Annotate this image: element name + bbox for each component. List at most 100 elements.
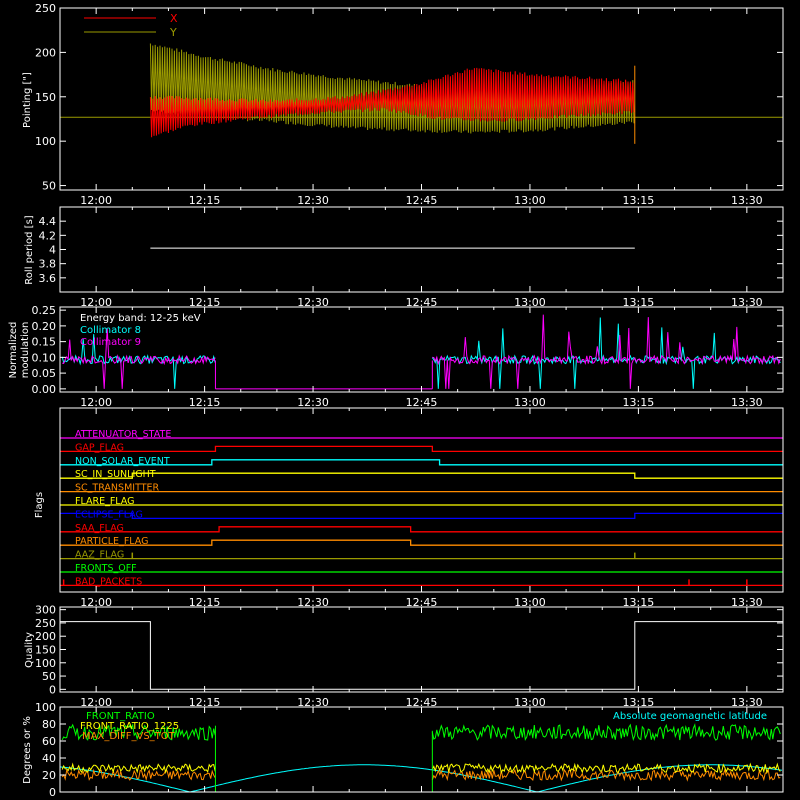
x-tick-label: 13:00 bbox=[514, 696, 546, 709]
x-tick-label: 13:30 bbox=[731, 396, 763, 409]
x-tick-label: 12:30 bbox=[297, 596, 329, 609]
modulation-ylabel-line2: modulation bbox=[20, 322, 31, 379]
x-tick-label: 12:15 bbox=[189, 596, 221, 609]
flag-label: FRONTS_OFF bbox=[75, 563, 137, 574]
series-collimator-9 bbox=[62, 314, 781, 389]
series-geomagnetic-latitude bbox=[59, 764, 783, 793]
flag-label: SC_TRANSMITTER bbox=[75, 483, 160, 494]
x-tick-label: 13:00 bbox=[514, 194, 546, 207]
y-tick-label: 0 bbox=[49, 683, 56, 696]
x-tick-label: 12:15 bbox=[189, 396, 221, 409]
x-tick-label: 12:15 bbox=[189, 194, 221, 207]
y-tick-label: 4.2 bbox=[39, 229, 57, 242]
x-tick-label: 12:15 bbox=[189, 296, 221, 309]
y-tick-label: 3.6 bbox=[39, 272, 57, 285]
flags-ylabel: Flags bbox=[34, 492, 45, 518]
quality-ylabel: Quality bbox=[24, 632, 35, 668]
x-tick-label: 12:45 bbox=[406, 396, 438, 409]
flag-label: SAA_FLAG bbox=[75, 523, 124, 534]
flag-label: AAZ_FLAG bbox=[75, 550, 124, 561]
roll-period-ylabel: Roll period [s] bbox=[24, 215, 35, 284]
y-tick-label: 0.15 bbox=[32, 336, 57, 349]
x-tick-label: 13:30 bbox=[731, 596, 763, 609]
x-tick-label: 13:30 bbox=[731, 696, 763, 709]
y-tick-label: 60 bbox=[42, 735, 56, 748]
panel-degrees: 0 20 40 60 80 100 FRONT_RATIO FRONT_RATIO_122… bbox=[22, 701, 784, 799]
quality-line bbox=[60, 621, 783, 690]
y-tick-label: 150 bbox=[35, 91, 56, 104]
legend-front-ratio-1225: FRONT_RATIO_1225 bbox=[80, 721, 179, 732]
y-tick-label: 0 bbox=[49, 786, 56, 799]
x-tick-label: 12:00 bbox=[80, 194, 112, 207]
panel-pointing: 12:00 12:15 12:30 12:45 13:00 13:15 13:30 50 100… bbox=[22, 2, 784, 207]
x-tick-label: 12:15 bbox=[189, 696, 221, 709]
flag-label: GAP_FLAG bbox=[75, 442, 124, 453]
energy-band-label: Energy band: 12-25 keV bbox=[80, 313, 201, 324]
panel-roll-period: 12:00 12:15 12:30 12:45 13:00 13:15 13:30 3.63.… bbox=[24, 206, 784, 309]
y-tick-label: 150 bbox=[35, 644, 56, 657]
x-tick-label: 13:15 bbox=[623, 296, 655, 309]
x-tick-label: 13:30 bbox=[731, 194, 763, 207]
x-tick-label: 12:30 bbox=[297, 396, 329, 409]
y-tick-label: 4 bbox=[49, 244, 56, 257]
y-tick-label: 3.8 bbox=[39, 258, 57, 271]
flag-label: PARTICLE_FLAG bbox=[75, 536, 148, 547]
y-tick-label: 0.00 bbox=[32, 383, 57, 396]
y-tick-label: 250 bbox=[35, 617, 56, 630]
legend-front-ratio: FRONT_RATIO bbox=[86, 711, 155, 722]
flag-line bbox=[60, 445, 783, 453]
flag-line bbox=[60, 512, 783, 520]
flag-line bbox=[60, 526, 783, 533]
flag-label: ATTENUATOR_STATE bbox=[75, 429, 171, 440]
flag-line bbox=[60, 459, 783, 466]
x-tick-label: 13:00 bbox=[514, 296, 546, 309]
y-tick-label: 0.05 bbox=[32, 367, 57, 380]
legend-y-label: Y bbox=[169, 26, 177, 39]
y-tick-label: 0.10 bbox=[32, 351, 57, 364]
y-tick-label: 4.4 bbox=[39, 215, 57, 228]
y-tick-label: 40 bbox=[42, 752, 56, 765]
legend-max-diff: MAX_DIFF_VS_TOT bbox=[82, 731, 176, 742]
flag-line bbox=[60, 539, 783, 546]
panel-quality: 12:00 12:15 12:30 12:45 13:00 13:15 13:30 05010… bbox=[24, 604, 784, 709]
x-tick-label: 12:00 bbox=[80, 296, 112, 309]
x-tick-label: 13:15 bbox=[623, 194, 655, 207]
x-tick-label: 13:30 bbox=[731, 296, 763, 309]
x-tick-label: 12:00 bbox=[80, 396, 112, 409]
x-tick-label: 12:30 bbox=[297, 194, 329, 207]
y-tick-label: 50 bbox=[42, 180, 56, 193]
flag-line bbox=[60, 472, 783, 479]
flag-label: SC_IN_SUNLIGHT bbox=[75, 469, 156, 480]
flag-label: BAD_PACKETS bbox=[75, 576, 142, 587]
series-x-pointing bbox=[149, 67, 635, 138]
y-tick-label: 200 bbox=[35, 630, 56, 643]
x-tick-label: 13:15 bbox=[623, 596, 655, 609]
x-tick-label: 12:00 bbox=[80, 596, 112, 609]
panel-flags: ATTENUATOR_STATE GAP_FLAG NON_SOLAR_EVENT S… bbox=[34, 407, 784, 609]
y-tick-label: 50 bbox=[42, 670, 56, 683]
x-tick-label: 12:45 bbox=[406, 596, 438, 609]
y-tick-label: 200 bbox=[35, 46, 56, 59]
y-tick-label: 80 bbox=[42, 718, 56, 731]
y-tick-label: 0.25 bbox=[32, 304, 57, 317]
x-tick-label: 12:30 bbox=[297, 296, 329, 309]
legend-collimator9: Collimator 9 bbox=[80, 337, 141, 348]
x-tick-label: 13:15 bbox=[623, 696, 655, 709]
x-tick-label: 12:45 bbox=[406, 296, 438, 309]
x-tick-label: 13:00 bbox=[514, 596, 546, 609]
series-front-ratio bbox=[61, 723, 781, 742]
x-tick-label: 12:45 bbox=[406, 696, 438, 709]
x-tick-label: 12:45 bbox=[406, 194, 438, 207]
flag-label: ECLIPSE_FLAG bbox=[75, 509, 143, 520]
series-front-ratio-1225 bbox=[61, 762, 781, 775]
geomagnetic-latitude-label: Absolute geomagnetic latitude bbox=[613, 711, 767, 722]
modulation-ylabel-line1: Normalized bbox=[8, 322, 19, 379]
y-tick-label: 20 bbox=[42, 769, 56, 782]
y-tick-label: 0.20 bbox=[32, 320, 57, 333]
x-tick-label: 12:00 bbox=[80, 696, 112, 709]
flag-label: NON_SOLAR_EVENT bbox=[75, 456, 170, 467]
legend-x-label: X bbox=[170, 12, 178, 25]
y-tick-label: 250 bbox=[35, 2, 56, 15]
flag-label: FLARE_FLAG bbox=[75, 496, 135, 507]
